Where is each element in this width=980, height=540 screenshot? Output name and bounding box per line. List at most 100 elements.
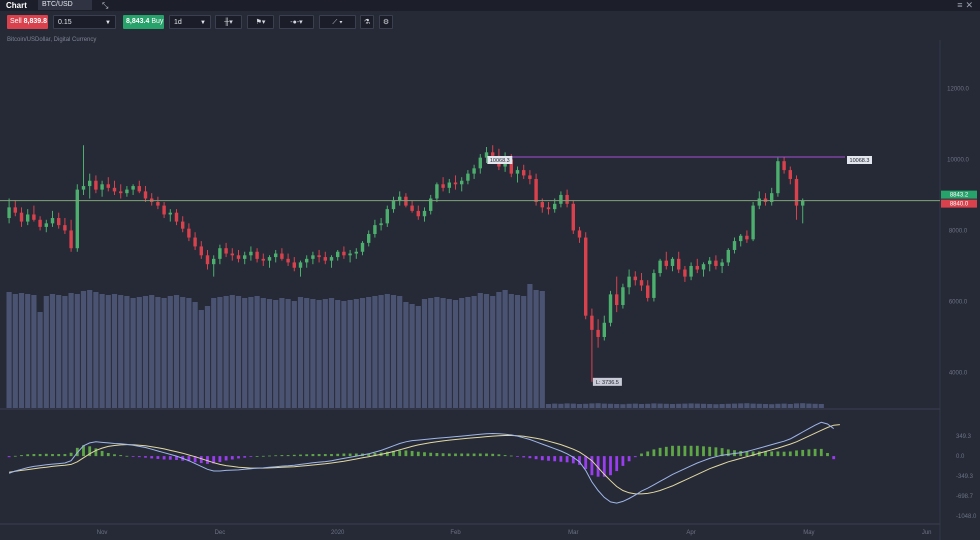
volume-bar <box>285 299 291 408</box>
volume-bar <box>68 293 74 408</box>
macd-histogram-bar <box>689 445 693 457</box>
ask-price-label: 8843.2 <box>950 193 969 199</box>
candle <box>50 218 55 224</box>
candle <box>329 257 334 261</box>
volume-bar <box>452 300 459 408</box>
chevron-down-icon: ▼ <box>200 20 206 26</box>
indicator-button[interactable]: -●-▾ <box>279 15 314 29</box>
low-marker-label: L: 3736.5 <box>596 380 619 386</box>
symbol-field[interactable]: BTC/USD <box>38 0 92 10</box>
macd-histogram-bar <box>745 451 749 457</box>
macd-histogram-bar <box>652 449 656 457</box>
candle <box>32 214 36 220</box>
volume-bar <box>322 299 328 408</box>
candle <box>739 235 743 242</box>
candle <box>249 251 253 256</box>
macd-histogram-bar <box>88 446 92 457</box>
flask-button[interactable]: ⚗ <box>360 15 374 29</box>
macd-histogram-bar <box>44 453 48 457</box>
interval-select[interactable]: 1d ▼ <box>169 15 211 29</box>
candle <box>695 265 699 270</box>
resistance-label-left: 10068.3 <box>490 158 510 164</box>
candle <box>261 258 265 261</box>
sell-button[interactable]: Sell 8,839.8 <box>7 15 48 29</box>
quantity-select[interactable]: 0.15 ▼ <box>53 15 116 29</box>
volume-bar <box>204 306 211 408</box>
volume-bar <box>279 298 285 408</box>
volume-bar <box>37 312 43 408</box>
candle <box>757 198 761 206</box>
macd-histogram-bar <box>26 454 30 457</box>
price-tick-label: 10000.0 <box>947 157 969 163</box>
macd-histogram-bar <box>206 456 209 464</box>
volume-bar <box>304 298 310 408</box>
macd-histogram-bar <box>410 450 414 457</box>
candle <box>633 276 637 281</box>
macd-layer <box>7 421 840 504</box>
candle <box>218 248 222 259</box>
volume-bar <box>564 403 570 408</box>
candle <box>199 246 203 256</box>
volume-bar <box>676 403 682 408</box>
volume-bar <box>62 296 68 408</box>
macd-histogram-bar <box>503 455 507 457</box>
candle <box>230 253 234 256</box>
macd-histogram-bar <box>708 446 712 457</box>
resistance-badge-right <box>847 156 872 165</box>
time-tick-label: Mar <box>568 530 578 536</box>
buy-button[interactable]: 8,843.4 Buy <box>123 15 164 29</box>
candle <box>596 329 600 337</box>
volume-bar <box>694 403 700 408</box>
sell-label: Sell <box>10 18 22 25</box>
buy-price: 8,843.4 <box>126 18 150 25</box>
macd-histogram-bar <box>13 455 17 457</box>
volume-bar <box>477 293 483 408</box>
volume-bar <box>787 404 793 408</box>
macd-histogram-bar <box>788 451 792 457</box>
close-icon[interactable]: ✕ <box>965 0 976 10</box>
macd-histogram-bar <box>478 453 482 457</box>
macd-tick-label: -349.3 <box>956 474 974 480</box>
candle <box>453 182 458 185</box>
candle <box>292 262 296 268</box>
macd-histogram-bar <box>441 453 445 457</box>
volume-bar <box>552 403 558 408</box>
price-tick-label: 4000.0 <box>949 370 968 376</box>
drawing-marker-button[interactable]: ⚑▾ <box>247 15 274 29</box>
candle <box>317 255 321 258</box>
macd-histogram-bar <box>795 450 798 457</box>
macd-histogram-bar <box>144 456 147 458</box>
volume-bar <box>483 294 490 408</box>
buy-label: Buy <box>151 18 164 25</box>
candle <box>553 203 557 210</box>
macd-histogram-bar <box>51 454 54 457</box>
volume-bar <box>173 295 180 408</box>
volume-bar <box>384 294 390 408</box>
volume-bar <box>186 298 192 408</box>
settings-button[interactable]: ⚙ <box>379 15 393 29</box>
volume-bar <box>595 403 601 408</box>
macd-histogram-bar <box>472 453 476 457</box>
macd-histogram-bar <box>20 455 23 457</box>
menu-icon[interactable]: ≡ <box>957 0 966 10</box>
volume-bar <box>800 403 806 408</box>
candle <box>484 152 489 158</box>
candle <box>44 223 48 227</box>
candle <box>286 258 290 263</box>
price-tick-label: 8000.0 <box>949 228 968 234</box>
candle <box>88 180 92 187</box>
candle <box>63 225 67 231</box>
line-tool-button[interactable]: ⟋ ▾ <box>319 15 356 29</box>
volume-bar <box>657 403 663 408</box>
macd-tick-label: 0.0 <box>956 454 965 460</box>
candle <box>224 248 228 254</box>
candle-type-button[interactable]: ╫▾ <box>215 15 242 29</box>
resistance-label-right: 10068.3 <box>850 158 870 164</box>
volume-bar <box>74 294 80 408</box>
link-icon[interactable]: ⤡ <box>102 1 109 10</box>
volume-bar <box>260 298 266 408</box>
candle <box>621 287 625 306</box>
candle <box>571 203 575 231</box>
macd-histogram-bar <box>187 456 191 462</box>
